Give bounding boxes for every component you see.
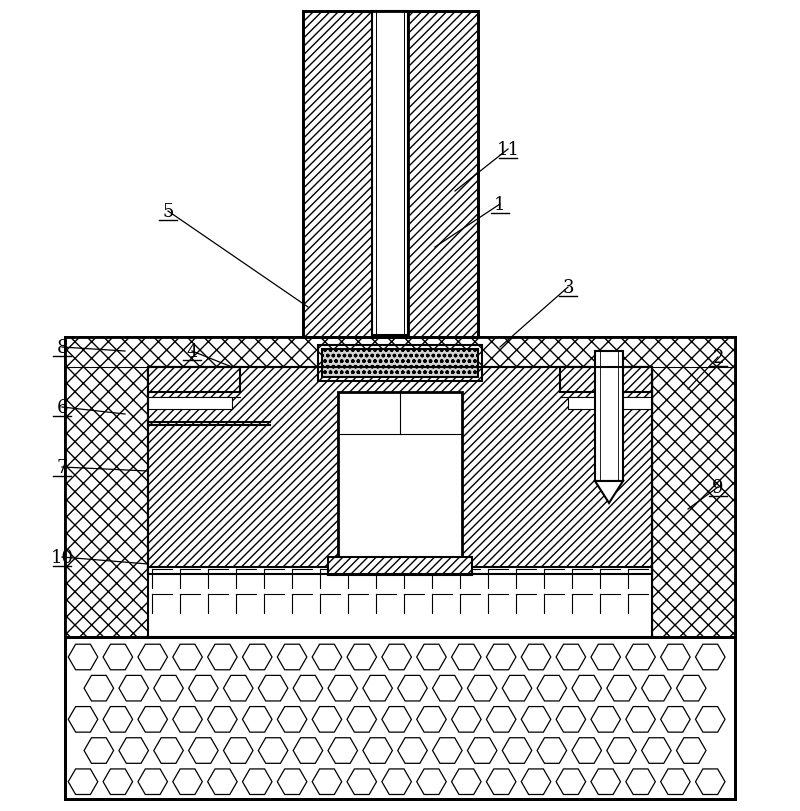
- Bar: [652, 337, 735, 637]
- Bar: [408, 12, 478, 337]
- Bar: [148, 367, 652, 574]
- Text: 8: 8: [56, 338, 68, 357]
- Text: 7: 7: [56, 458, 68, 476]
- Bar: [318, 345, 482, 381]
- Bar: [65, 637, 735, 799]
- Bar: [303, 12, 478, 337]
- Text: 1: 1: [494, 195, 506, 214]
- Text: 9: 9: [712, 478, 724, 496]
- Text: 6: 6: [56, 398, 68, 417]
- Bar: [65, 337, 735, 367]
- Text: 10: 10: [50, 548, 74, 566]
- Text: 5: 5: [162, 203, 174, 221]
- Bar: [372, 12, 408, 337]
- Bar: [303, 12, 372, 337]
- Bar: [595, 351, 623, 482]
- Polygon shape: [148, 367, 240, 393]
- Text: 3: 3: [562, 279, 574, 297]
- Bar: [568, 397, 652, 410]
- Text: 2: 2: [712, 349, 724, 367]
- Polygon shape: [560, 367, 652, 393]
- Bar: [322, 350, 478, 378]
- Bar: [148, 568, 652, 637]
- Bar: [148, 397, 232, 410]
- Bar: [65, 337, 735, 799]
- Bar: [65, 337, 148, 637]
- Text: 4: 4: [186, 342, 198, 361]
- Text: 11: 11: [497, 141, 519, 159]
- Bar: [328, 557, 472, 575]
- Bar: [338, 393, 462, 557]
- Polygon shape: [595, 482, 623, 504]
